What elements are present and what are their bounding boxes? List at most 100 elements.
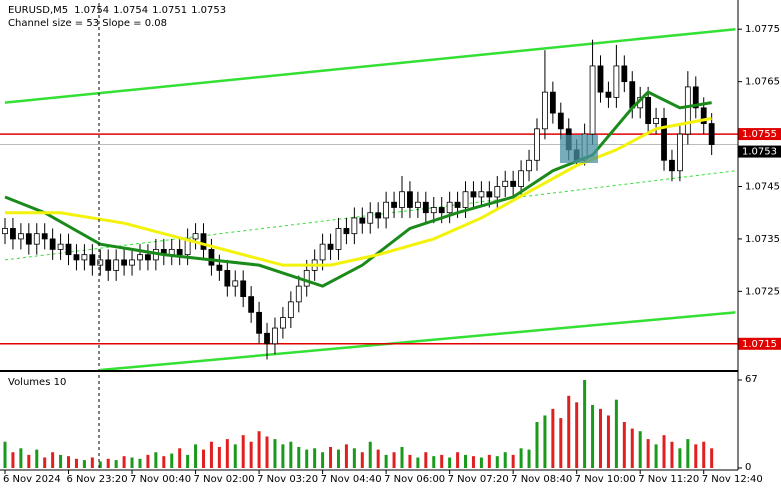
candle-body bbox=[510, 180, 517, 187]
x-tick-label: 7 Nov 12:40 bbox=[702, 474, 763, 485]
candle-body bbox=[494, 186, 501, 198]
volume-bar bbox=[622, 422, 626, 468]
volume-bar bbox=[416, 457, 420, 468]
volume-bar bbox=[495, 456, 499, 468]
candle-body bbox=[391, 201, 397, 208]
volume-bar bbox=[432, 456, 436, 468]
candle-body bbox=[49, 238, 56, 250]
plot-layer: 1.0775 1.0765 1.0745 1.0735 1.0725 1.0755 1.07… bbox=[0, 24, 781, 485]
candle-body bbox=[343, 228, 350, 235]
candle-body bbox=[526, 159, 532, 172]
quote-close: 1.0753 bbox=[191, 5, 226, 16]
volume-bar bbox=[82, 460, 86, 468]
volume-bar bbox=[710, 448, 714, 468]
volume-bar bbox=[408, 454, 412, 468]
volume-bar bbox=[392, 452, 396, 468]
moving-average bbox=[4, 90, 712, 288]
volume-bar bbox=[217, 446, 221, 468]
candle-body bbox=[534, 128, 540, 161]
candle-body bbox=[145, 254, 151, 261]
candle-body bbox=[25, 233, 32, 245]
volume-bar bbox=[162, 456, 166, 468]
candle-body bbox=[613, 65, 620, 98]
candle-body bbox=[351, 217, 358, 235]
candle-body bbox=[65, 243, 72, 256]
candle-body bbox=[272, 327, 278, 345]
volume-bar bbox=[336, 449, 340, 468]
candle-body bbox=[557, 112, 564, 130]
volume-bar bbox=[678, 448, 682, 468]
x-tick-label: 7 Nov 07:20 bbox=[448, 474, 509, 485]
x-tick-label: 7 Nov 02:00 bbox=[194, 474, 255, 485]
volume-bar bbox=[606, 415, 610, 468]
x-tick-label: 7 Nov 08:40 bbox=[511, 474, 572, 485]
candle-body bbox=[279, 317, 286, 329]
volume-bar bbox=[654, 444, 658, 468]
candle-body bbox=[407, 191, 413, 208]
header: EURUSD,M5 1.0754 1.0754 1.0751 1.0753 bbox=[8, 5, 226, 16]
y-tick-label: 1.0735 bbox=[745, 234, 780, 245]
y-tick-label: 1.0775 bbox=[745, 24, 780, 35]
moving-average bbox=[5, 116, 712, 267]
volume-bar bbox=[51, 452, 55, 468]
volume-bar bbox=[559, 418, 563, 468]
x-tick-label: 7 Nov 06:00 bbox=[384, 474, 445, 485]
volume-bar bbox=[400, 446, 404, 468]
volume-bar bbox=[511, 454, 515, 468]
candle-body bbox=[57, 243, 64, 250]
candle-body bbox=[137, 254, 143, 261]
volume-bar bbox=[702, 441, 706, 468]
candle-body bbox=[589, 65, 596, 135]
volume-bar bbox=[448, 457, 452, 468]
candle-body bbox=[645, 96, 652, 124]
volume-bar bbox=[202, 449, 205, 468]
volume-bar bbox=[249, 441, 253, 468]
volume-bar bbox=[686, 439, 690, 468]
volume-bar bbox=[233, 444, 237, 468]
volume-bar bbox=[519, 448, 523, 468]
candle-body bbox=[319, 243, 326, 261]
quote-open: 1.0754 bbox=[74, 5, 109, 16]
level-label-bg bbox=[738, 337, 781, 350]
volume-bar bbox=[35, 449, 39, 468]
y-tick-label: 1.0745 bbox=[745, 182, 780, 193]
volume-bar bbox=[575, 402, 579, 468]
volume-bar bbox=[313, 448, 317, 468]
candle-body bbox=[653, 117, 659, 124]
volume-bar bbox=[154, 452, 158, 468]
candle-body bbox=[383, 201, 390, 219]
volume-bar bbox=[591, 404, 595, 468]
volume-bar bbox=[543, 415, 547, 468]
volume-bar bbox=[527, 449, 531, 468]
quote-high: 1.0754 bbox=[113, 5, 148, 16]
candle-body bbox=[327, 243, 334, 250]
volume-bar bbox=[59, 454, 63, 468]
x-tick-label: 6 Nov 2024 bbox=[3, 474, 61, 485]
symbol: EURUSD,M5 bbox=[8, 5, 68, 16]
volume-bar bbox=[130, 457, 134, 468]
volume-bar bbox=[368, 441, 372, 468]
volume-bar bbox=[138, 458, 142, 468]
level-label: 1.0715 bbox=[742, 339, 777, 350]
volume-bar bbox=[90, 457, 94, 468]
volume-bar bbox=[670, 441, 674, 468]
candle-body bbox=[335, 228, 342, 250]
candle-body bbox=[454, 201, 461, 208]
candle-body bbox=[542, 91, 548, 130]
candle-body bbox=[129, 259, 135, 266]
candle-body bbox=[295, 285, 302, 303]
candle-body bbox=[248, 296, 255, 313]
x-tick-label: 7 Nov 00:40 bbox=[130, 474, 191, 485]
candle-body bbox=[549, 91, 556, 114]
volume-bar bbox=[360, 452, 364, 468]
last-price-bg bbox=[738, 145, 781, 158]
volume-bar bbox=[241, 435, 245, 468]
candle-body bbox=[216, 264, 223, 271]
x-tick-label: 7 Nov 10:00 bbox=[575, 474, 636, 485]
candle-body bbox=[303, 269, 310, 287]
candle-body bbox=[176, 249, 183, 256]
volume-bar bbox=[456, 452, 460, 468]
candle-body bbox=[375, 212, 382, 219]
volume-bar bbox=[344, 444, 348, 468]
